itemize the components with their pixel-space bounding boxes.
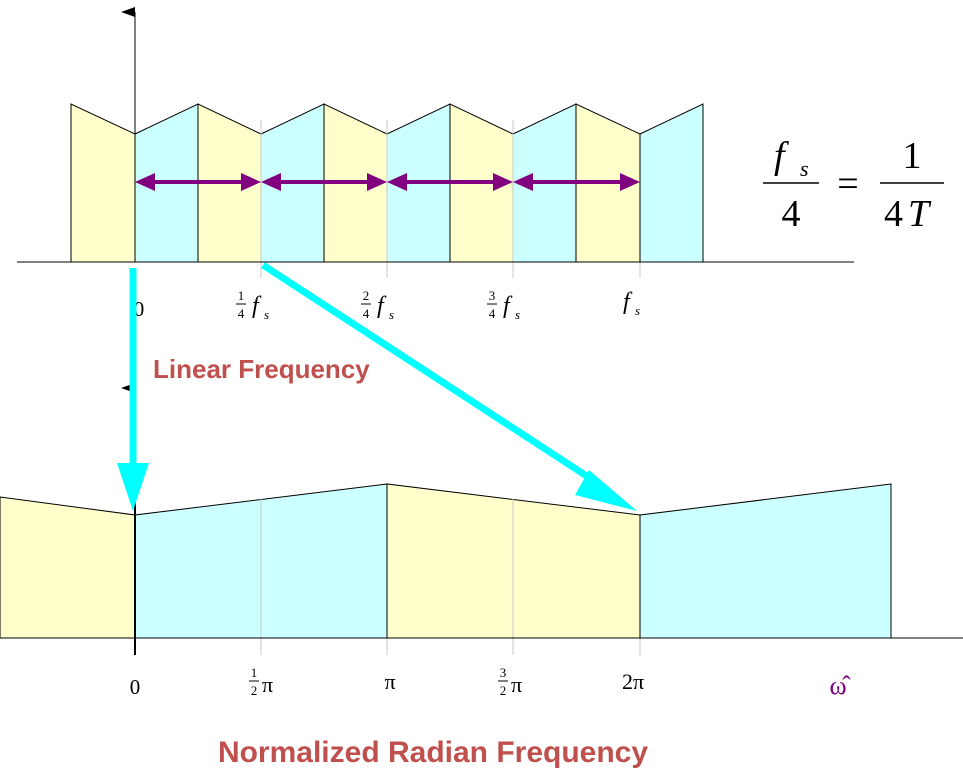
sampling-equation: f s 4 = 1 4 T [763, 135, 944, 235]
eq-rhs-num: 1 [903, 135, 922, 177]
top-band-10 [639, 103, 704, 263]
bottom-tick-two-pi: 2π [622, 669, 644, 694]
eq-lhs-den: 4 [782, 193, 801, 235]
bottom-tick-zero: 0 [130, 675, 141, 699]
top-spectrum: 0 1 4 f s 2 4 f s 3 4 f s f s [17, 7, 854, 322]
svg-text:4: 4 [489, 306, 496, 321]
omega-hat-label: ω̂ [829, 671, 851, 700]
svg-text:f: f [503, 293, 513, 319]
svg-text:s: s [389, 307, 394, 322]
svg-text:3: 3 [500, 665, 507, 680]
normalized-radian-frequency-caption: Normalized Radian Frequency [218, 736, 648, 769]
bottom-tick-pi: π [384, 669, 395, 694]
bottom-spectrum: 0 1 2 π π 3 2 π 2π ω̂ [0, 383, 963, 700]
top-tick-three-quarter-fs: 3 4 f s [487, 288, 520, 322]
svg-text:π: π [262, 672, 273, 697]
eq-rhs-den-b: T [908, 193, 932, 235]
svg-text:4: 4 [238, 306, 245, 321]
svg-text:f: f [252, 293, 262, 319]
svg-text:f: f [623, 289, 633, 315]
svg-text:π: π [511, 672, 522, 697]
top-band-1 [70, 103, 136, 263]
svg-text:1: 1 [238, 288, 245, 303]
svg-text:1: 1 [251, 665, 258, 680]
svg-text:3: 3 [489, 288, 496, 303]
eq-equals: = [837, 163, 858, 205]
bottom-tick-three-half-pi: 3 2 π [498, 665, 522, 698]
svg-text:s: s [635, 303, 640, 318]
bottom-band-1 [0, 496, 136, 639]
top-tick-fs: f s [623, 289, 640, 318]
eq-lhs-num: f [774, 135, 789, 177]
cyan-arrow-quarter [261, 262, 607, 491]
svg-text:s: s [515, 307, 520, 322]
svg-text:2: 2 [251, 683, 258, 698]
top-tick-quarter-fs: 1 4 f s [236, 288, 269, 322]
svg-text:4: 4 [363, 306, 370, 321]
top-tick-zero: 0 [134, 297, 145, 321]
svg-text:2: 2 [363, 288, 370, 303]
purple-double-arrows [135, 173, 640, 191]
linear-frequency-caption: Linear Frequency [153, 354, 370, 384]
svg-text:f: f [377, 293, 387, 319]
eq-rhs-den-a: 4 [884, 193, 903, 235]
top-tick-half-fs: 2 4 f s [361, 288, 394, 322]
svg-text:2: 2 [500, 683, 507, 698]
bottom-tick-half-pi: 1 2 π [249, 665, 273, 698]
cyan-mapping-arrows [117, 262, 637, 511]
bottom-band-4 [639, 483, 892, 639]
eq-lhs-sub: s [800, 156, 809, 181]
svg-text:s: s [264, 307, 269, 322]
